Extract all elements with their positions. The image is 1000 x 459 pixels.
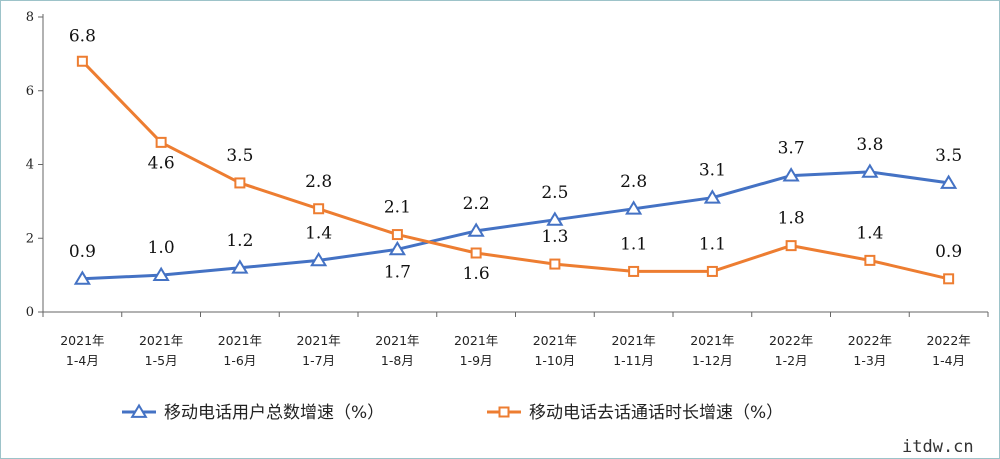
square-marker xyxy=(864,254,876,266)
data-label: 1.6 xyxy=(463,264,490,284)
triangle-marker xyxy=(152,266,170,281)
square-marker xyxy=(470,247,482,259)
data-label: 0.9 xyxy=(69,242,96,262)
series-line xyxy=(82,170,949,281)
square-marker xyxy=(785,240,797,252)
x-tick-label: 2022年 xyxy=(848,333,892,348)
square-marker xyxy=(155,136,167,148)
triangle-marker xyxy=(940,174,958,189)
square-marker xyxy=(706,265,718,277)
legend-item: 移动电话去话通话时长增速（%） xyxy=(487,403,783,423)
triangle-marker xyxy=(703,189,721,204)
square-marker xyxy=(391,229,403,241)
series-0 xyxy=(73,163,958,285)
x-tick-label: 1-8月 xyxy=(381,353,414,368)
x-tick-label: 1-7月 xyxy=(302,353,335,368)
series-1 xyxy=(76,55,955,285)
x-tick-label: 1-5月 xyxy=(145,353,178,368)
x-tick-label: 2021年 xyxy=(690,333,734,348)
legend-label: 移动电话去话通话时长增速（%） xyxy=(529,403,783,423)
axes: 0 2 4 6 8 2021年 1-4月 2021年 1-5月 2021年 1-6月 2021年 1-7… xyxy=(26,10,989,368)
x-tick-label: 2021年 xyxy=(375,333,419,348)
x-tick-label: 1-11月 xyxy=(613,353,654,368)
square-marker xyxy=(943,273,955,285)
x-tick-label: 1-12月 xyxy=(692,353,733,368)
data-label: 2.8 xyxy=(305,172,332,192)
x-tick-label: 1-3月 xyxy=(853,353,886,368)
square-marker xyxy=(549,258,561,270)
legend: 移动电话用户总数增速（%） 移动电话去话通话时长增速（%） xyxy=(122,403,783,423)
data-label: 0.9 xyxy=(935,242,962,262)
x-tick-label: 2021年 xyxy=(218,333,262,348)
data-label: 2.1 xyxy=(384,198,411,218)
data-label: 3.8 xyxy=(856,135,883,155)
triangle-marker xyxy=(231,259,249,274)
data-label: 1.4 xyxy=(856,223,883,243)
data-label: 1.8 xyxy=(778,209,805,229)
legend-item: 移动电话用户总数增速（%） xyxy=(122,403,384,423)
triangle-marker xyxy=(625,200,643,215)
data-label: 2.2 xyxy=(463,194,490,214)
y-tick-label: 2 xyxy=(26,231,34,246)
data-label: 3.7 xyxy=(778,139,805,159)
y-tick-label: 0 xyxy=(26,305,34,320)
data-label: 1.2 xyxy=(226,231,253,251)
triangle-marker xyxy=(388,240,406,256)
data-label: 3.5 xyxy=(935,146,962,166)
triangle-marker xyxy=(782,167,800,182)
triangle-marker xyxy=(467,222,485,237)
data-label: 1.1 xyxy=(620,234,647,254)
data-label: 1.3 xyxy=(541,227,568,247)
legend-label: 移动电话用户总数增速（%） xyxy=(164,403,384,423)
data-label: 1.1 xyxy=(699,234,726,254)
data-label: 2.8 xyxy=(620,172,647,192)
x-tick-label: 2021年 xyxy=(611,333,655,348)
x-tick-label: 1-6月 xyxy=(223,353,256,368)
x-tick-label: 2021年 xyxy=(60,333,104,348)
data-label: 1.4 xyxy=(305,223,332,243)
square-marker xyxy=(313,203,325,215)
y-tick-label: 6 xyxy=(26,84,34,99)
y-tick-label: 4 xyxy=(26,158,34,173)
x-tick-label: 2021年 xyxy=(454,333,498,348)
x-tick-label: 1-2月 xyxy=(775,353,808,368)
x-tick-label: 1-4月 xyxy=(66,353,99,368)
x-tick-label: 1-9月 xyxy=(460,353,493,368)
square-marker xyxy=(628,265,640,277)
triangle-marker xyxy=(73,270,91,285)
triangle-marker xyxy=(546,211,564,226)
triangle-marker xyxy=(310,251,328,267)
data-labels: 0.9 1.0 1.2 1.4 1.7 2.2 2.5 2.8 3.1 3.7 3.8 3.5 6.8 4… xyxy=(69,26,962,284)
x-tick-label: 2022年 xyxy=(769,333,813,348)
watermark: itdw.cn xyxy=(902,437,974,457)
data-label: 2.5 xyxy=(541,183,568,203)
triangle-marker xyxy=(861,163,879,178)
data-label: 1.7 xyxy=(384,262,411,282)
y-tick-label: 8 xyxy=(26,10,34,25)
x-tick-label: 2021年 xyxy=(533,333,577,348)
data-label: 3.1 xyxy=(699,161,726,181)
x-tick-label: 2021年 xyxy=(139,333,183,348)
x-tick-label: 1-10月 xyxy=(534,353,575,368)
square-marker xyxy=(498,406,510,418)
data-label: 1.0 xyxy=(148,238,175,258)
data-label: 3.5 xyxy=(226,146,253,166)
x-tick-label: 2021年 xyxy=(296,333,340,348)
square-marker xyxy=(234,177,246,189)
triangle-marker xyxy=(130,403,148,418)
data-label: 6.8 xyxy=(69,26,96,46)
square-marker xyxy=(76,55,88,67)
series-layer xyxy=(73,55,958,285)
x-tick-label: 2022年 xyxy=(926,333,970,348)
series-line xyxy=(81,60,949,281)
data-label: 4.6 xyxy=(148,153,175,173)
x-tick-label: 1-4月 xyxy=(932,353,965,368)
